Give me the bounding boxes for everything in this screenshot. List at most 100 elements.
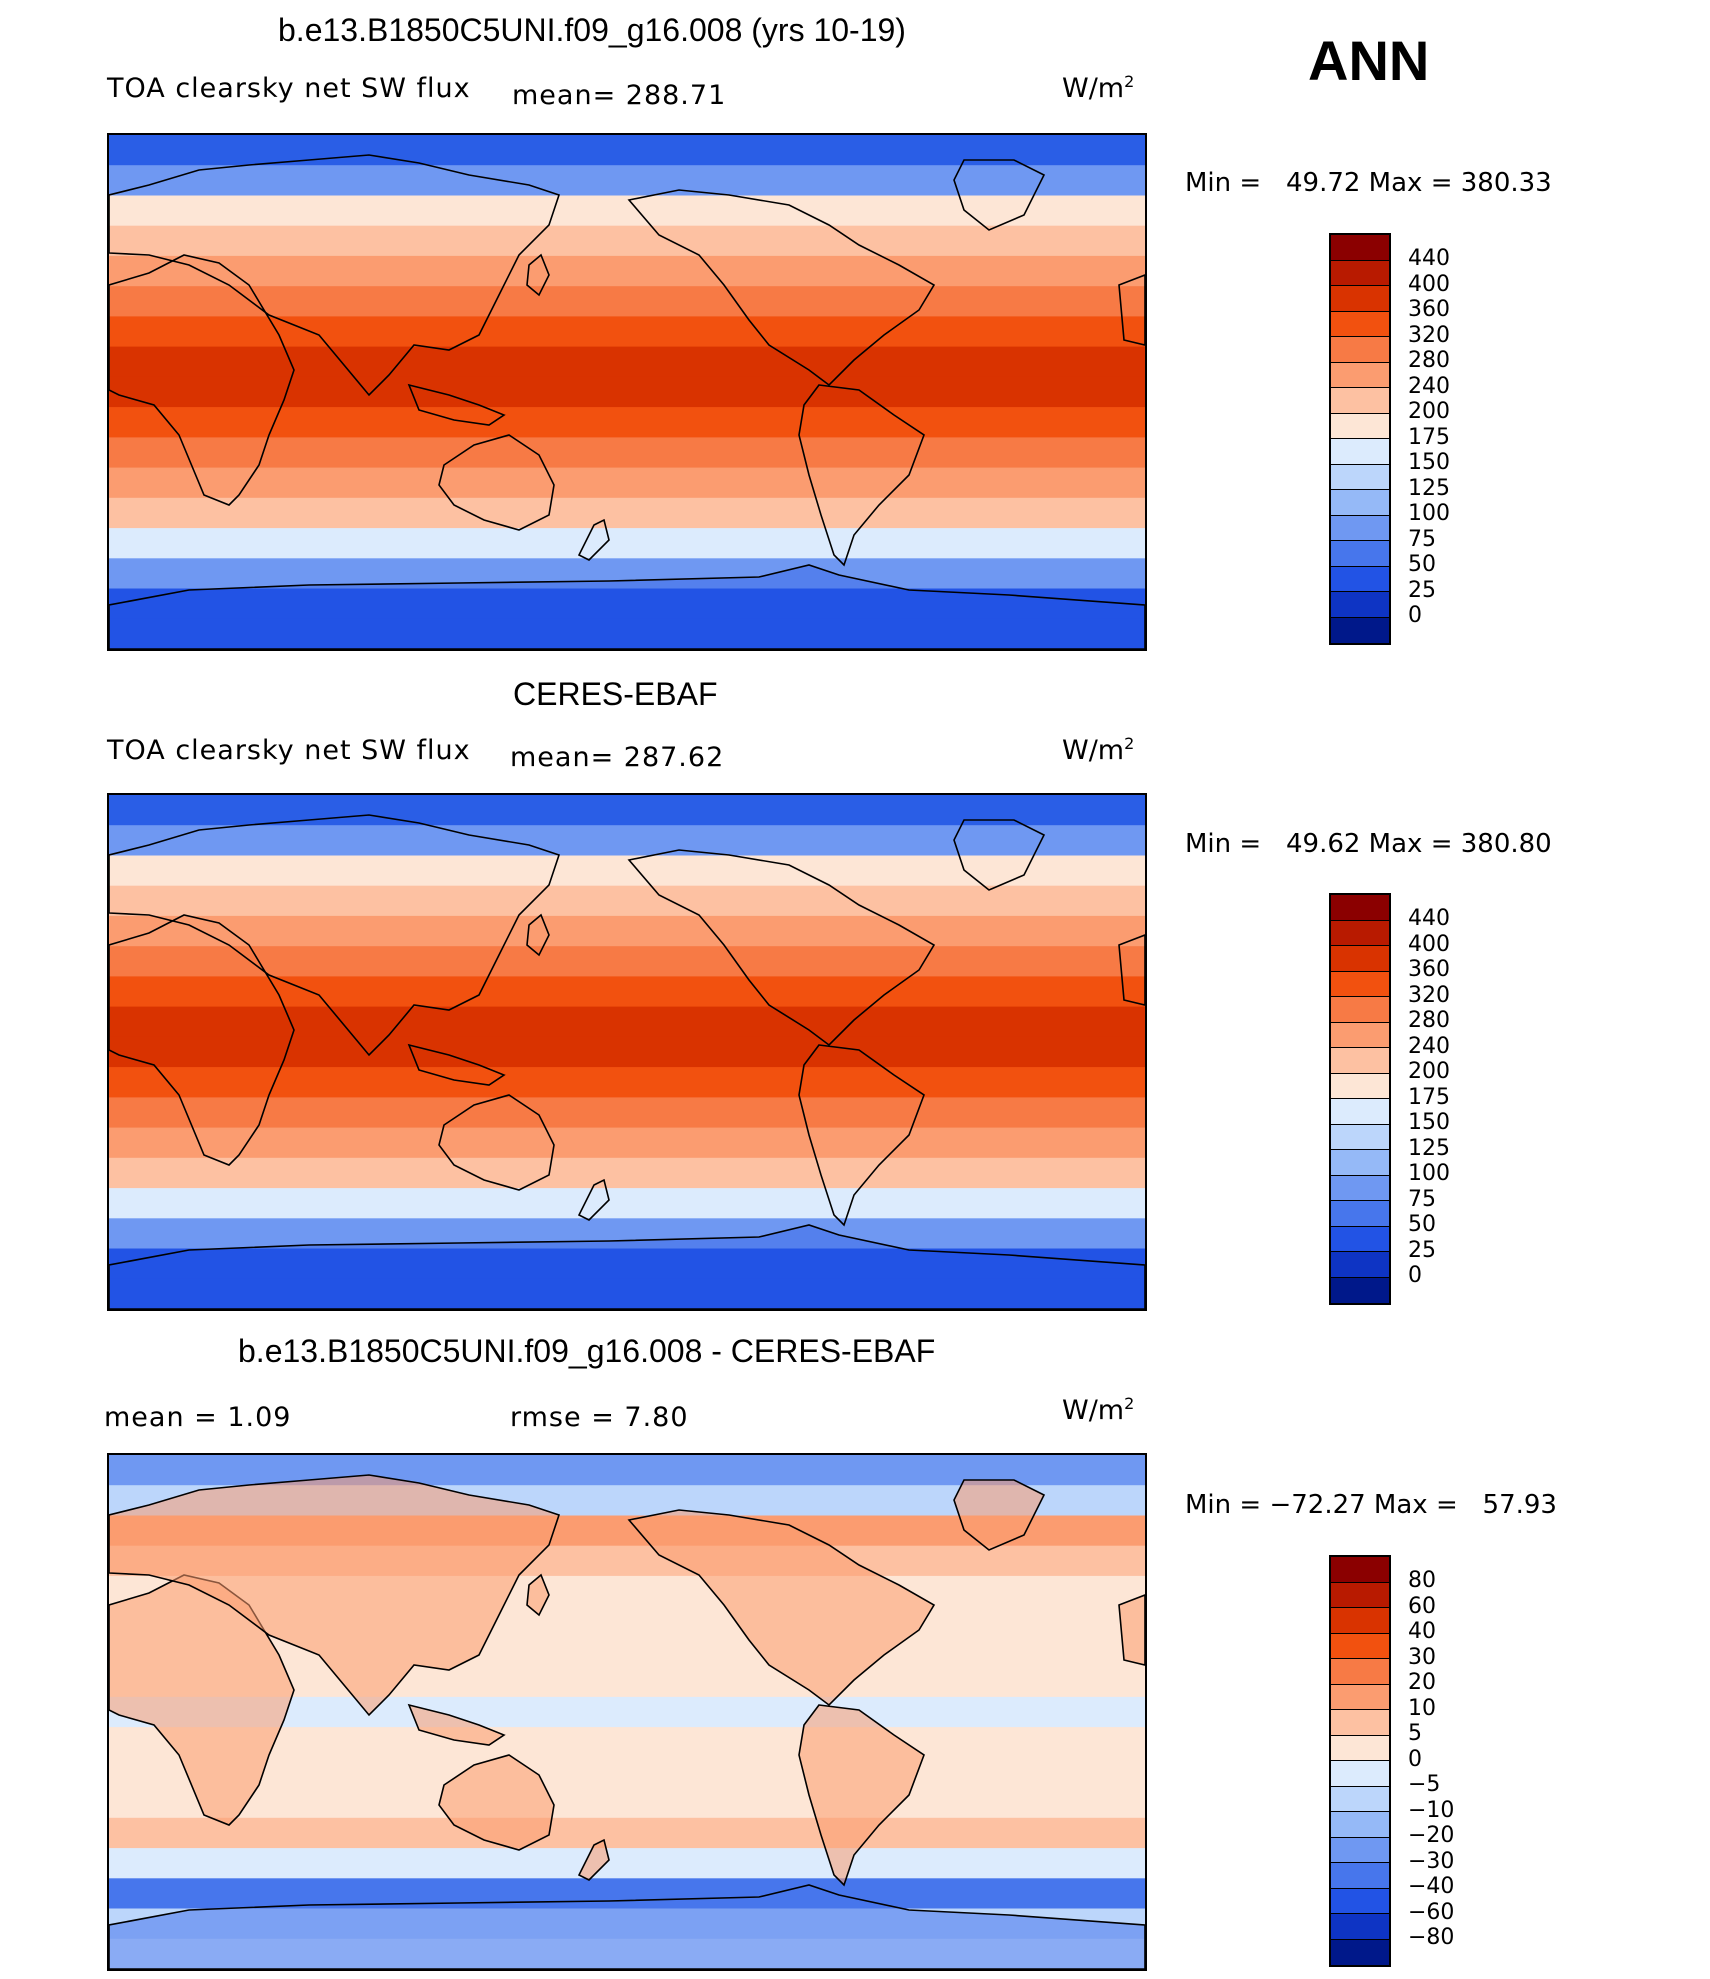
colorbar-swatch xyxy=(1331,997,1389,1023)
colorbar-label: 175 xyxy=(1408,1084,1450,1110)
colorbar-swatch xyxy=(1331,566,1389,592)
colorbar-label: −40 xyxy=(1408,1874,1455,1899)
coastline xyxy=(407,383,506,426)
colorbar-swatch xyxy=(1331,1914,1389,1940)
panel1-units: W/m2 xyxy=(1062,72,1135,104)
colorbar-label: 60 xyxy=(1408,1593,1436,1619)
lat-band xyxy=(109,946,1145,978)
lat-band xyxy=(109,1218,1145,1250)
colorbar-swatch xyxy=(1331,1608,1389,1634)
colorbar-swatch xyxy=(1331,260,1389,286)
colorbar-swatch xyxy=(1331,895,1389,921)
panel1-map xyxy=(107,133,1147,651)
colorbar-swatch xyxy=(1331,490,1389,516)
coastline xyxy=(526,1573,550,1617)
coastline xyxy=(1118,274,1145,346)
colorbar-swatch xyxy=(1331,617,1389,643)
colorbar-swatch xyxy=(1331,286,1389,312)
colorbar-swatch xyxy=(1331,1837,1389,1863)
lat-band xyxy=(109,376,1145,409)
coastline xyxy=(953,159,1046,231)
colorbar-swatch xyxy=(1331,1150,1389,1176)
colorbar-swatch xyxy=(1331,337,1389,363)
panel1-title: b.e13.B1850C5UNI.f09_g16.008 (yrs 10-19) xyxy=(278,12,906,48)
panel3-colorbar-labels: 80 60 40 30 20 10 5 0 −5 −10 −20 −30 −40 −60 −80 xyxy=(1408,1568,1454,1951)
colorbar-swatch xyxy=(1331,388,1389,414)
colorbar-label: −30 xyxy=(1408,1848,1455,1874)
panel2-subtitle: TOA clearsky net SW flux xyxy=(107,735,471,766)
panel1-minmax: Min = 49.72 Max = 380.33 xyxy=(1185,168,1552,198)
colorbar-label: −10 xyxy=(1408,1797,1455,1823)
lat-band xyxy=(109,316,1145,348)
colorbar-label: 125 xyxy=(1408,475,1450,501)
panel2-colorbar xyxy=(1329,893,1391,1305)
colorbar-label: 100 xyxy=(1408,501,1450,526)
panel3-map xyxy=(107,1453,1147,1971)
coastline xyxy=(109,1224,1145,1309)
colorbar-swatch xyxy=(1331,946,1389,972)
lat-band xyxy=(109,1278,1145,1309)
colorbar-swatch xyxy=(1331,1557,1389,1583)
lat-band xyxy=(109,407,1145,439)
season-label: ANN xyxy=(1308,29,1430,92)
colorbar-label: −60 xyxy=(1408,1899,1455,1925)
lat-band xyxy=(109,915,1145,948)
coastline xyxy=(577,1178,610,1221)
lat-band xyxy=(109,618,1145,649)
panel1-mean: mean= 288.71 xyxy=(512,80,727,111)
colorbar-swatch xyxy=(1331,1073,1389,1099)
colorbar-label: 0 xyxy=(1408,1746,1422,1772)
coastline xyxy=(109,1474,561,1717)
panel1-colorbar xyxy=(1329,233,1391,645)
colorbar-label: 25 xyxy=(1408,577,1436,603)
coastline xyxy=(798,384,925,567)
colorbar-swatch xyxy=(1331,1022,1389,1048)
colorbar-swatch xyxy=(1331,1786,1389,1812)
coastline xyxy=(109,154,561,397)
coastline xyxy=(438,1094,555,1191)
colorbar-label: 320 xyxy=(1408,322,1450,348)
lat-band xyxy=(109,1006,1145,1038)
panel3-colorbar xyxy=(1329,1555,1391,1967)
lat-band xyxy=(109,1787,1145,1819)
colorbar-label: 360 xyxy=(1408,957,1450,982)
colorbar-label: −5 xyxy=(1408,1772,1441,1797)
colorbar-swatch xyxy=(1331,1277,1389,1303)
panel3-units: W/m2 xyxy=(1062,1394,1135,1426)
colorbar-swatch xyxy=(1331,1863,1389,1889)
coastline xyxy=(438,1754,555,1851)
colorbar-swatch xyxy=(1331,1201,1389,1227)
colorbar-label: 10 xyxy=(1408,1695,1436,1721)
colorbar-swatch xyxy=(1331,1761,1389,1787)
colorbar-label: 0 xyxy=(1408,1263,1422,1288)
lat-band xyxy=(109,1188,1145,1220)
lat-band xyxy=(109,467,1145,499)
coastline xyxy=(109,914,295,1166)
coastline xyxy=(109,254,295,506)
colorbar-label: 440 xyxy=(1408,246,1450,271)
panel2-title: CERES-EBAF xyxy=(513,676,718,712)
colorbar-swatch xyxy=(1331,311,1389,337)
colorbar-swatch xyxy=(1331,1735,1389,1761)
colorbar-label: 200 xyxy=(1408,1059,1450,1084)
lat-band xyxy=(109,286,1145,318)
colorbar-swatch xyxy=(1331,541,1389,567)
colorbar-swatch xyxy=(1331,1710,1389,1736)
lat-band xyxy=(109,1157,1145,1189)
lat-band xyxy=(109,346,1145,378)
colorbar-label: −20 xyxy=(1408,1823,1455,1848)
colorbar-label: 150 xyxy=(1408,450,1450,475)
coastline xyxy=(407,1703,506,1746)
lat-band xyxy=(109,1817,1145,1849)
colorbar-swatch xyxy=(1331,413,1389,439)
colorbar-swatch xyxy=(1331,920,1389,946)
coastline xyxy=(577,1838,610,1881)
colorbar-swatch xyxy=(1331,1252,1389,1278)
colorbar-swatch xyxy=(1331,464,1389,490)
coastline xyxy=(109,564,1145,649)
colorbar-label: 240 xyxy=(1408,373,1450,399)
coastline xyxy=(627,849,936,1047)
coastline xyxy=(109,814,561,1057)
colorbar-label: 40 xyxy=(1408,1619,1436,1644)
coastline xyxy=(627,189,936,387)
